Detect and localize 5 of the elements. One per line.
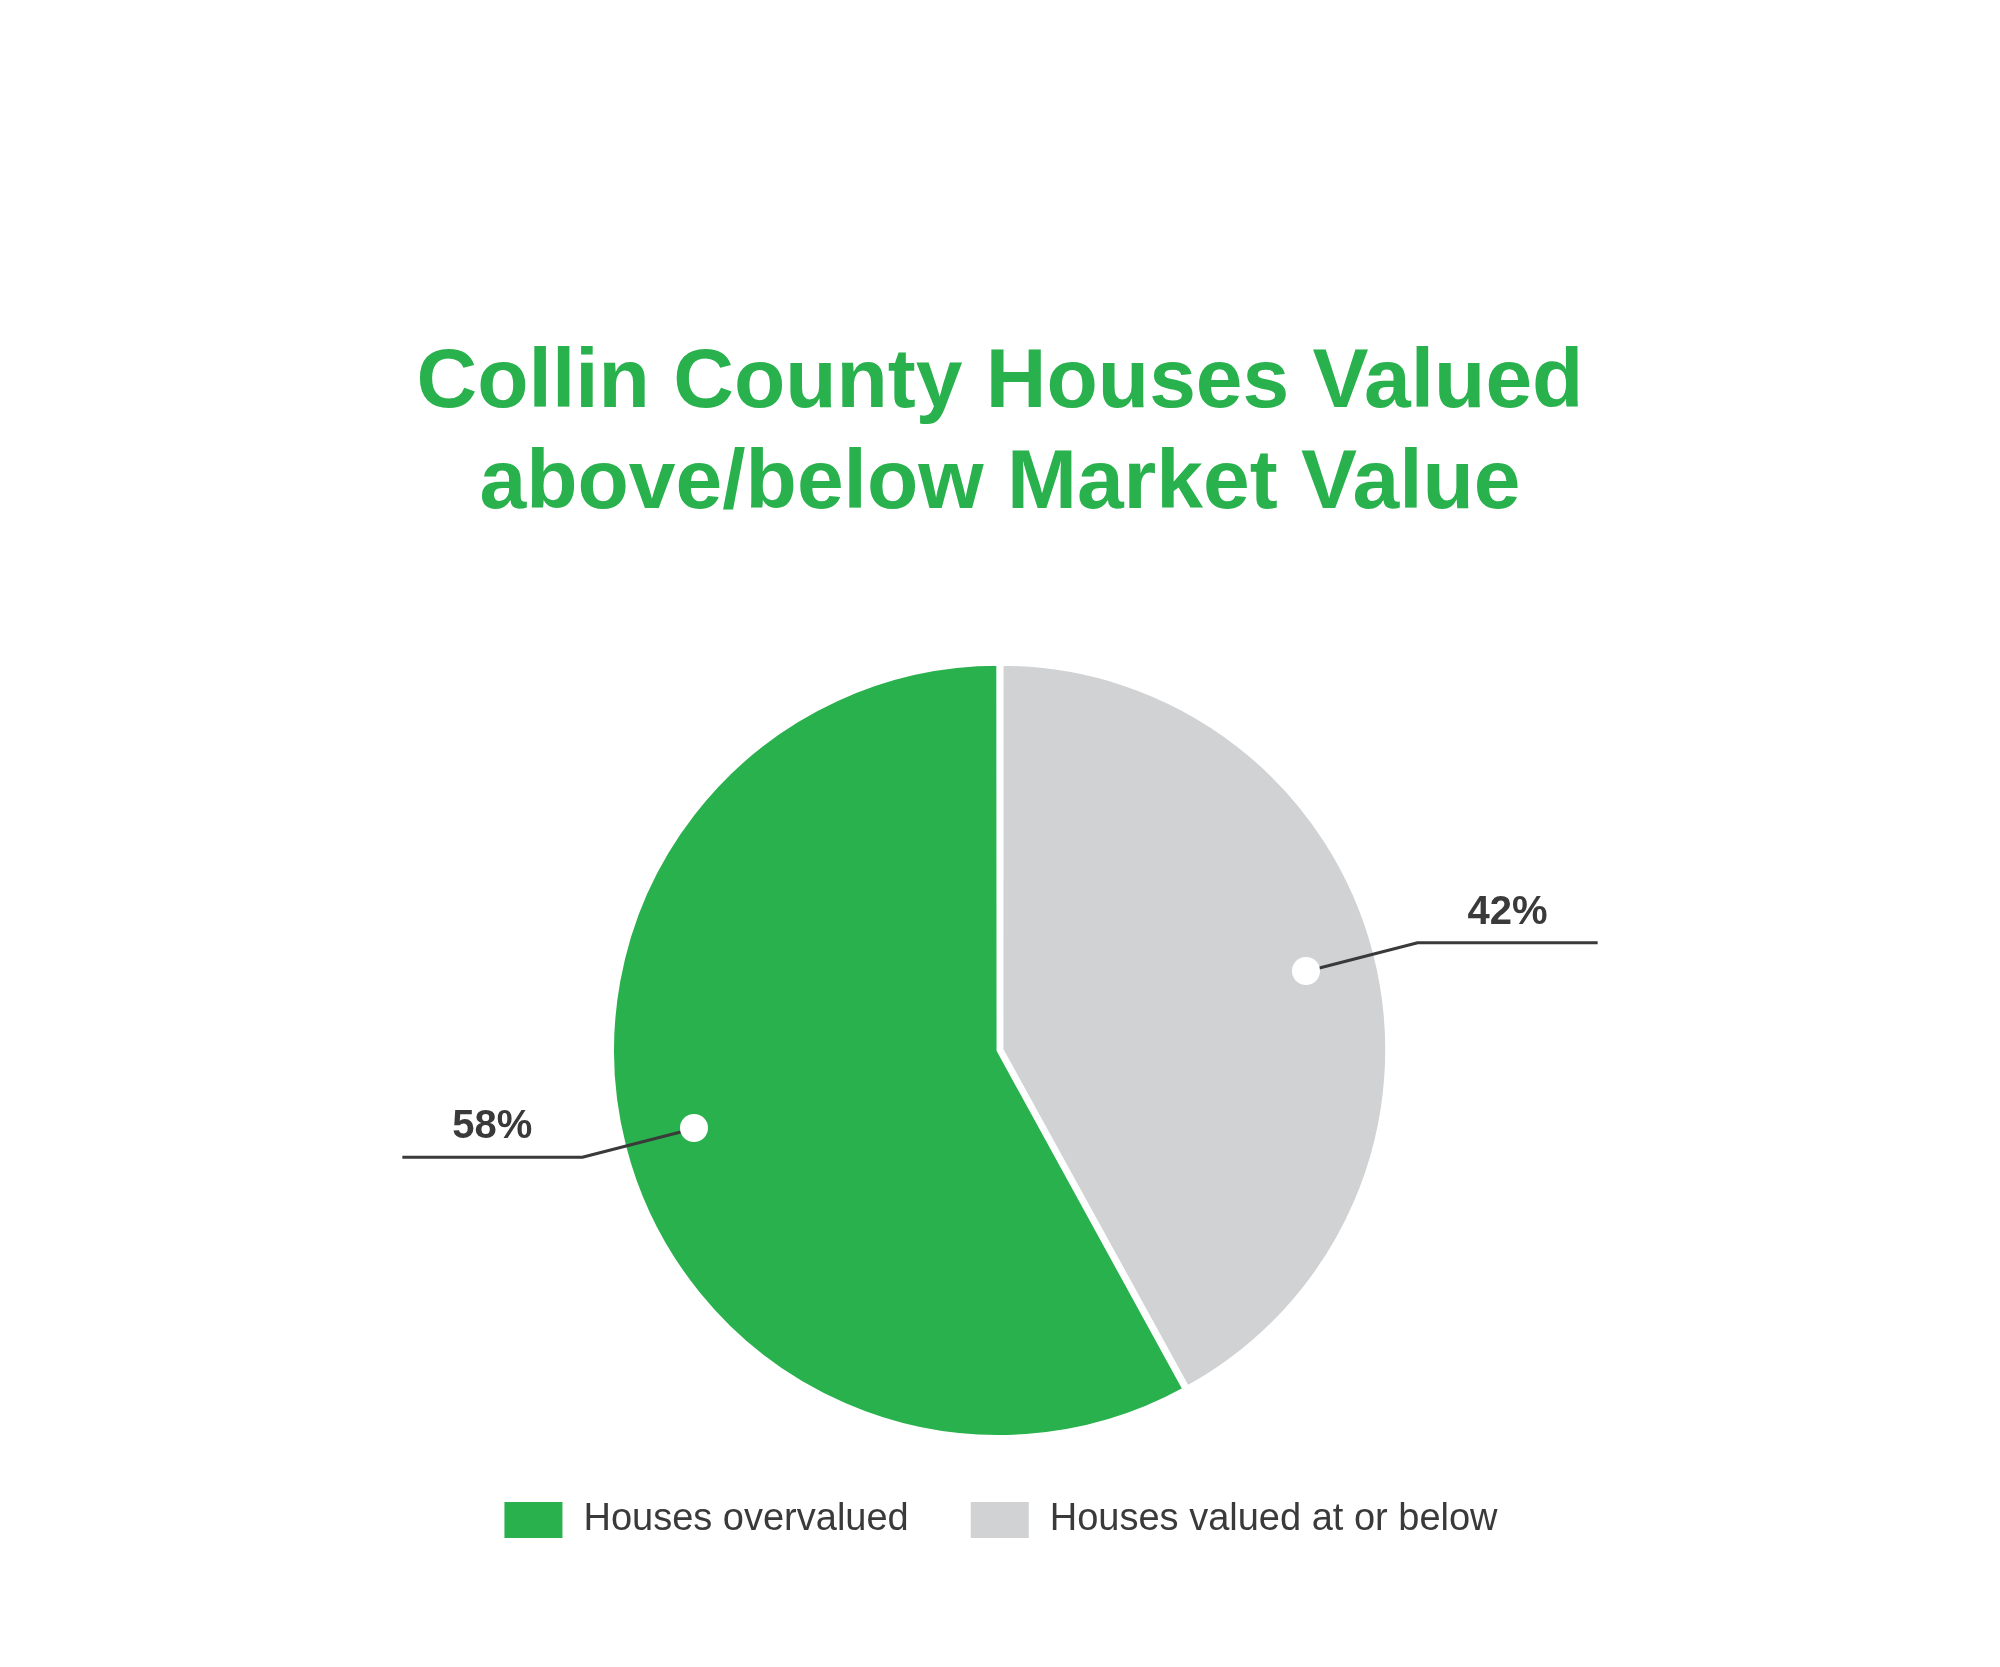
- legend-label: Houses valued at or below: [1049, 1496, 1499, 1539]
- chart-title: Collin County Houses Valued above/below Market Value: [415, 330, 1585, 528]
- data-label: 42%: [1467, 887, 1548, 932]
- data-label: 58%: [452, 1101, 533, 1146]
- legend-label: Houses overvalued: [583, 1496, 909, 1539]
